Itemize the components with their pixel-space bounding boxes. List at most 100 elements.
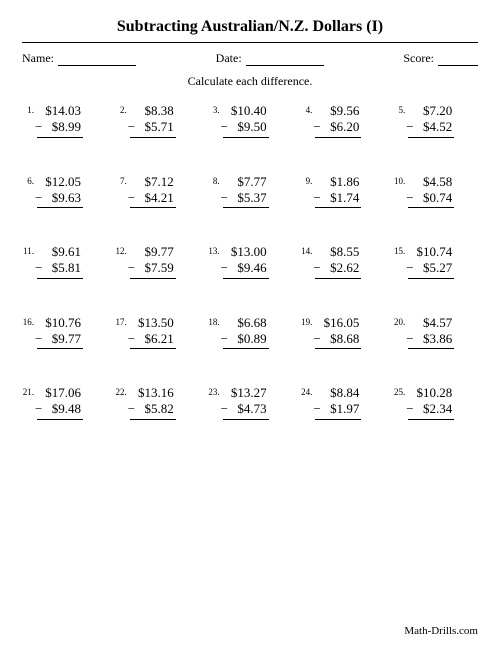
- problem: 8.$7.77$5.37: [208, 174, 293, 209]
- problem-number: 6.: [22, 174, 34, 186]
- problem-stack: $4.57$3.86: [408, 315, 454, 350]
- instruction-text: Calculate each difference.: [22, 74, 478, 89]
- subtrahend: $0.89: [223, 331, 269, 349]
- title-rule: [22, 42, 478, 43]
- problem: 18.$6.68$0.89: [208, 315, 293, 350]
- problem: 9.$1.86$1.74: [300, 174, 385, 209]
- minuend: $4.58: [408, 174, 454, 190]
- problem-number: 7.: [115, 174, 127, 186]
- subtrahend: $2.34: [408, 401, 454, 419]
- problem-stack: $8.84$1.97: [315, 385, 361, 420]
- problem: 2.$8.38$5.71: [115, 103, 200, 138]
- subtrahend: $9.46: [223, 260, 269, 278]
- problem-number: 13.: [208, 244, 220, 256]
- problem-number: 20.: [393, 315, 405, 327]
- subtrahend: $8.68: [315, 331, 361, 349]
- problem: 6.$12.05$9.63: [22, 174, 107, 209]
- subtrahend: $6.21: [130, 331, 176, 349]
- problem-stack: $1.86$1.74: [315, 174, 361, 209]
- minuend: $13.50: [130, 315, 176, 331]
- problem-stack: $10.74$5.27: [408, 244, 454, 279]
- problem: 1.$14.03$8.99: [22, 103, 107, 138]
- minuend: $4.57: [408, 315, 454, 331]
- minuend: $10.74: [408, 244, 454, 260]
- minuend: $12.05: [37, 174, 83, 190]
- minuend: $10.76: [37, 315, 83, 331]
- date-field: Date:: [216, 51, 324, 66]
- problem-number: 5.: [393, 103, 405, 115]
- subtrahend: $5.82: [130, 401, 176, 419]
- score-blank[interactable]: [438, 54, 478, 66]
- subtrahend: $9.77: [37, 331, 83, 349]
- problem-stack: $9.77$7.59: [130, 244, 176, 279]
- subtrahend: $9.48: [37, 401, 83, 419]
- worksheet-page: Subtracting Australian/N.Z. Dollars (I) …: [0, 0, 500, 647]
- problem-stack: $7.12$4.21: [130, 174, 176, 209]
- subtrahend: $7.59: [130, 260, 176, 278]
- subtrahend: $9.50: [223, 119, 269, 137]
- problem-number: 12.: [115, 244, 127, 256]
- footer-text: Math-Drills.com: [404, 625, 478, 637]
- problem-stack: $9.56$6.20: [315, 103, 361, 138]
- problem-number: 18.: [208, 315, 220, 327]
- date-blank[interactable]: [246, 54, 324, 66]
- name-field: Name:: [22, 51, 136, 66]
- problem: 22.$13.16$5.82: [115, 385, 200, 420]
- problem-stack: $9.61$5.81: [37, 244, 83, 279]
- problem-number: 4.: [300, 103, 312, 115]
- problem-stack: $16.05$8.68: [315, 315, 361, 350]
- date-label: Date:: [216, 51, 242, 66]
- minuend: $9.56: [315, 103, 361, 119]
- problem-stack: $7.20$4.52: [408, 103, 454, 138]
- minuend: $8.84: [315, 385, 361, 401]
- score-label: Score:: [403, 51, 434, 66]
- problem: 24.$8.84$1.97: [300, 385, 385, 420]
- problem-stack: $8.55$2.62: [315, 244, 361, 279]
- minuend: $14.03: [37, 103, 83, 119]
- problem-number: 11.: [22, 244, 34, 256]
- minuend: $17.06: [37, 385, 83, 401]
- subtrahend: $9.63: [37, 190, 83, 208]
- problem-stack: $12.05$9.63: [37, 174, 83, 209]
- score-field: Score:: [403, 51, 478, 66]
- problem-number: 1.: [22, 103, 34, 115]
- minuend: $7.20: [408, 103, 454, 119]
- problem-number: 14.: [300, 244, 312, 256]
- problem-number: 19.: [300, 315, 312, 327]
- problem-stack: $17.06$9.48: [37, 385, 83, 420]
- minuend: $6.68: [223, 315, 269, 331]
- problem-number: 25.: [393, 385, 405, 397]
- minuend: $13.16: [130, 385, 176, 401]
- minuend: $10.28: [408, 385, 454, 401]
- problem-stack: $13.50$6.21: [130, 315, 176, 350]
- subtrahend: $1.74: [315, 190, 361, 208]
- problem: 11.$9.61$5.81: [22, 244, 107, 279]
- problem: 12.$9.77$7.59: [115, 244, 200, 279]
- problem-number: 23.: [208, 385, 220, 397]
- problem-number: 3.: [208, 103, 220, 115]
- minuend: $9.61: [37, 244, 83, 260]
- problem-stack: $13.16$5.82: [130, 385, 176, 420]
- minuend: $13.27: [223, 385, 269, 401]
- problem-stack: $4.58$0.74: [408, 174, 454, 209]
- problem: 19.$16.05$8.68: [300, 315, 385, 350]
- problem: 25.$10.28$2.34: [393, 385, 478, 420]
- subtrahend: $2.62: [315, 260, 361, 278]
- subtrahend: $5.71: [130, 119, 176, 137]
- problem: 14.$8.55$2.62: [300, 244, 385, 279]
- problem-grid: 1.$14.03$8.992.$8.38$5.713.$10.40$9.504.…: [22, 103, 478, 420]
- subtrahend: $6.20: [315, 119, 361, 137]
- problem: 10.$4.58$0.74: [393, 174, 478, 209]
- subtrahend: $5.27: [408, 260, 454, 278]
- subtrahend: $1.97: [315, 401, 361, 419]
- subtrahend: $3.86: [408, 331, 454, 349]
- subtrahend: $4.52: [408, 119, 454, 137]
- minuend: $7.77: [223, 174, 269, 190]
- problem-stack: $10.76$9.77: [37, 315, 83, 350]
- problem-number: 10.: [393, 174, 405, 186]
- problem: 4.$9.56$6.20: [300, 103, 385, 138]
- subtrahend: $5.37: [223, 190, 269, 208]
- minuend: $7.12: [130, 174, 176, 190]
- name-blank[interactable]: [58, 54, 136, 66]
- subtrahend: $4.21: [130, 190, 176, 208]
